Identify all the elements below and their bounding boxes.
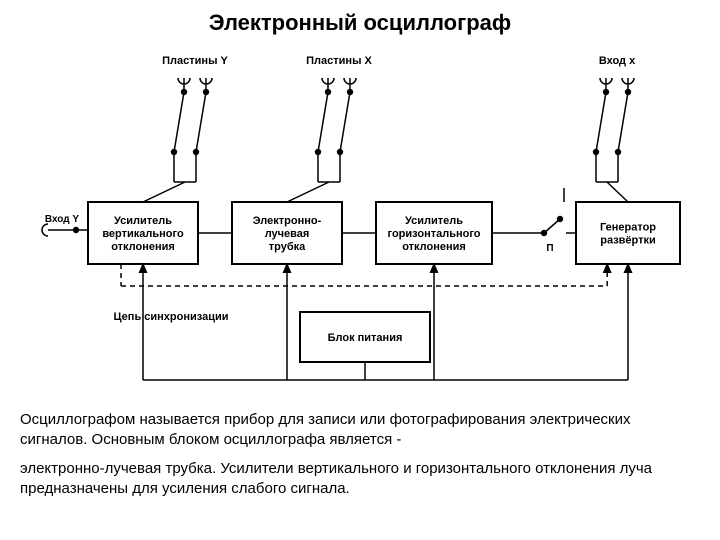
page-title: Электронный осциллограф — [20, 10, 700, 36]
sweep-gen-block-label: Генератор — [600, 222, 656, 234]
amp-vertical-block-label: Усилитель — [114, 215, 172, 227]
crt-block-label: лучевая — [265, 228, 310, 240]
amp-vertical-block-label: отклонения — [111, 241, 175, 253]
input-y-label: Вход Y — [45, 214, 80, 225]
amp-horizontal-block-label: Усилитель — [405, 215, 463, 227]
plates-x-wire — [287, 182, 329, 202]
input-x-wire — [607, 182, 628, 202]
input-x-switch — [596, 92, 606, 152]
sweep-gen-block-label: развёртки — [600, 235, 656, 247]
plates-x-switch — [318, 92, 328, 152]
paragraph-2: электронно-лучевая трубка. Усилители вер… — [20, 459, 700, 500]
switch-p-dot — [557, 216, 563, 222]
crt-block-label: трубка — [269, 241, 306, 253]
crt-block-label: Электронно- — [253, 215, 322, 227]
amp-horizontal-block-label: горизонтального — [388, 228, 481, 240]
oscilloscope-diagram: УсилительвертикальногоотклоненияЭлектрон… — [20, 42, 700, 402]
plates-y-switch — [196, 92, 206, 152]
input-x-label: Вход x — [599, 55, 636, 67]
plates-y-wire — [143, 182, 185, 202]
plates-y-label: Пластины Y — [162, 55, 228, 67]
plates-x-label: Пластины X — [306, 55, 372, 67]
amp-vertical-block-label: вертикального — [102, 228, 184, 240]
plates-x-switch — [340, 92, 350, 152]
input-x-switch — [618, 92, 628, 152]
amp-horizontal-block-label: отклонения — [402, 241, 466, 253]
switch-p-label: П — [546, 243, 553, 254]
sync-chain-label: Цепь синхронизации — [114, 311, 229, 323]
input-y-terminal-icon — [42, 224, 48, 236]
plates-y-switch — [174, 92, 184, 152]
paragraph-1: Осциллографом называется прибор для запи… — [20, 410, 700, 451]
psu-block-label: Блок питания — [328, 332, 403, 344]
